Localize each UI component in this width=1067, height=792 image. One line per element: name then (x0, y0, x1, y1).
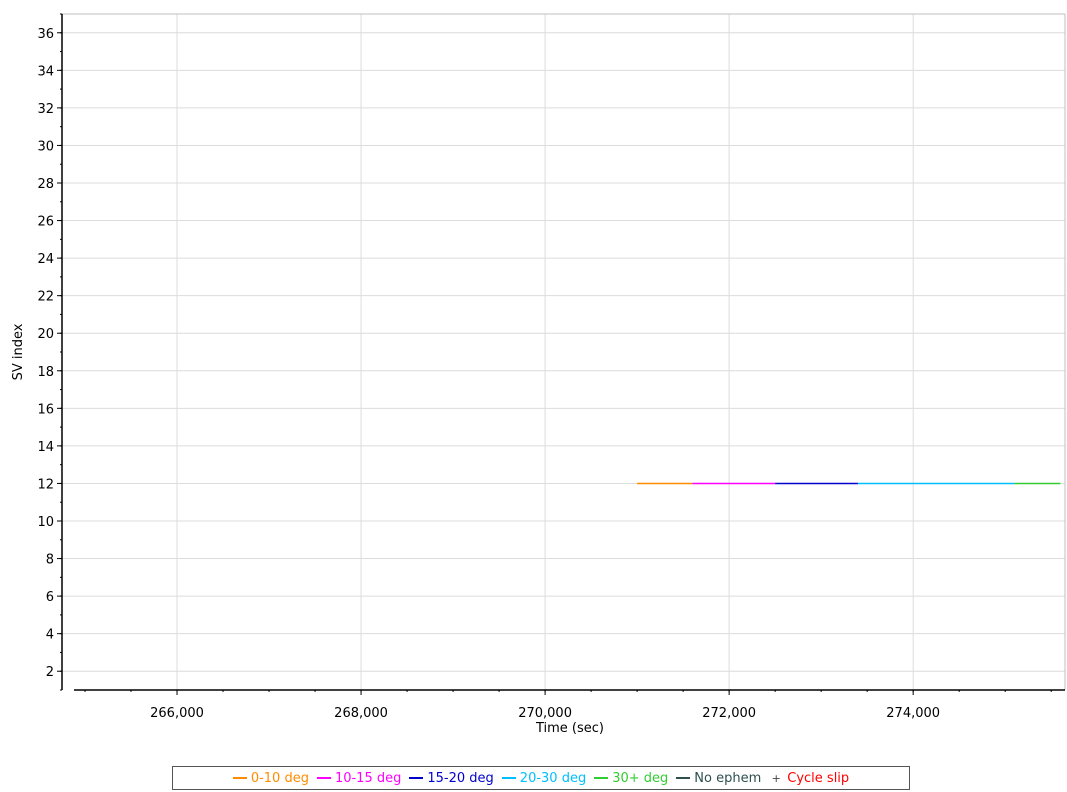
legend-item: 0-10 deg (232, 770, 309, 786)
x-tick-label: 272,000 (702, 706, 756, 721)
legend-label: 10-15 deg (334, 770, 402, 786)
x-tick-label: 270,000 (518, 706, 572, 721)
y-tick-label: 30 (37, 139, 54, 154)
y-tick-label: 16 (37, 402, 54, 417)
grid-lines (62, 14, 1065, 690)
legend-item: 30+ deg (594, 771, 668, 786)
y-tick-label: 34 (37, 64, 54, 79)
legend-label: Cycle slip (787, 770, 850, 786)
y-tick-label: 8 (46, 553, 54, 568)
legend-item: + Cycle slip (769, 770, 850, 786)
legend-swatch (501, 777, 516, 779)
y-tick-label: 2 (46, 665, 54, 680)
y-tick-label: 20 (37, 327, 54, 342)
y-tick-label: 36 (37, 27, 54, 42)
legend-swatch (594, 777, 609, 779)
x-tick-label: 274,000 (886, 706, 940, 721)
y-tick-label: 18 (37, 365, 54, 380)
y-tick-label: 28 (37, 177, 54, 192)
legend-item: 10-15 deg (316, 770, 402, 786)
legend-label: No ephem (694, 770, 762, 786)
plus-marker-icon: + (771, 771, 781, 785)
y-tick-label: 6 (46, 590, 54, 605)
y-tick-label: 14 (37, 440, 54, 455)
legend-label: 0-10 deg (250, 770, 309, 786)
y-tick-label: 12 (37, 477, 54, 492)
legend-swatch (409, 777, 424, 779)
legend-swatch (676, 777, 691, 779)
x-tick-label: 268,000 (334, 706, 388, 721)
legend-label: 15-20 deg (427, 770, 494, 786)
y-tick-label: 10 (37, 515, 54, 530)
y-axis-title: SV index (11, 323, 26, 380)
legend-item: 20-30 deg (501, 770, 587, 786)
legend-label: 30+ deg (612, 770, 669, 786)
x-tick-label: 266,000 (150, 706, 204, 721)
legend-item: 15-20 deg (409, 770, 494, 786)
y-tick-label: 22 (37, 290, 54, 305)
y-tick-label: 32 (37, 102, 54, 117)
legend-label: 20-30 deg (519, 770, 587, 786)
axes (57, 13, 1066, 695)
legend-item: No ephem (676, 771, 761, 786)
y-tick-label: 4 (46, 628, 54, 643)
y-tick-label: 24 (37, 252, 54, 267)
legend-swatch (316, 777, 331, 779)
legend-swatch (232, 777, 247, 779)
chart-legend: 0-10 deg 10-15 deg 15-20 deg 20-30 deg 30+ d… (172, 766, 910, 790)
x-axis-title: Time (sec) (535, 721, 604, 736)
y-tick-label: 26 (37, 215, 54, 230)
